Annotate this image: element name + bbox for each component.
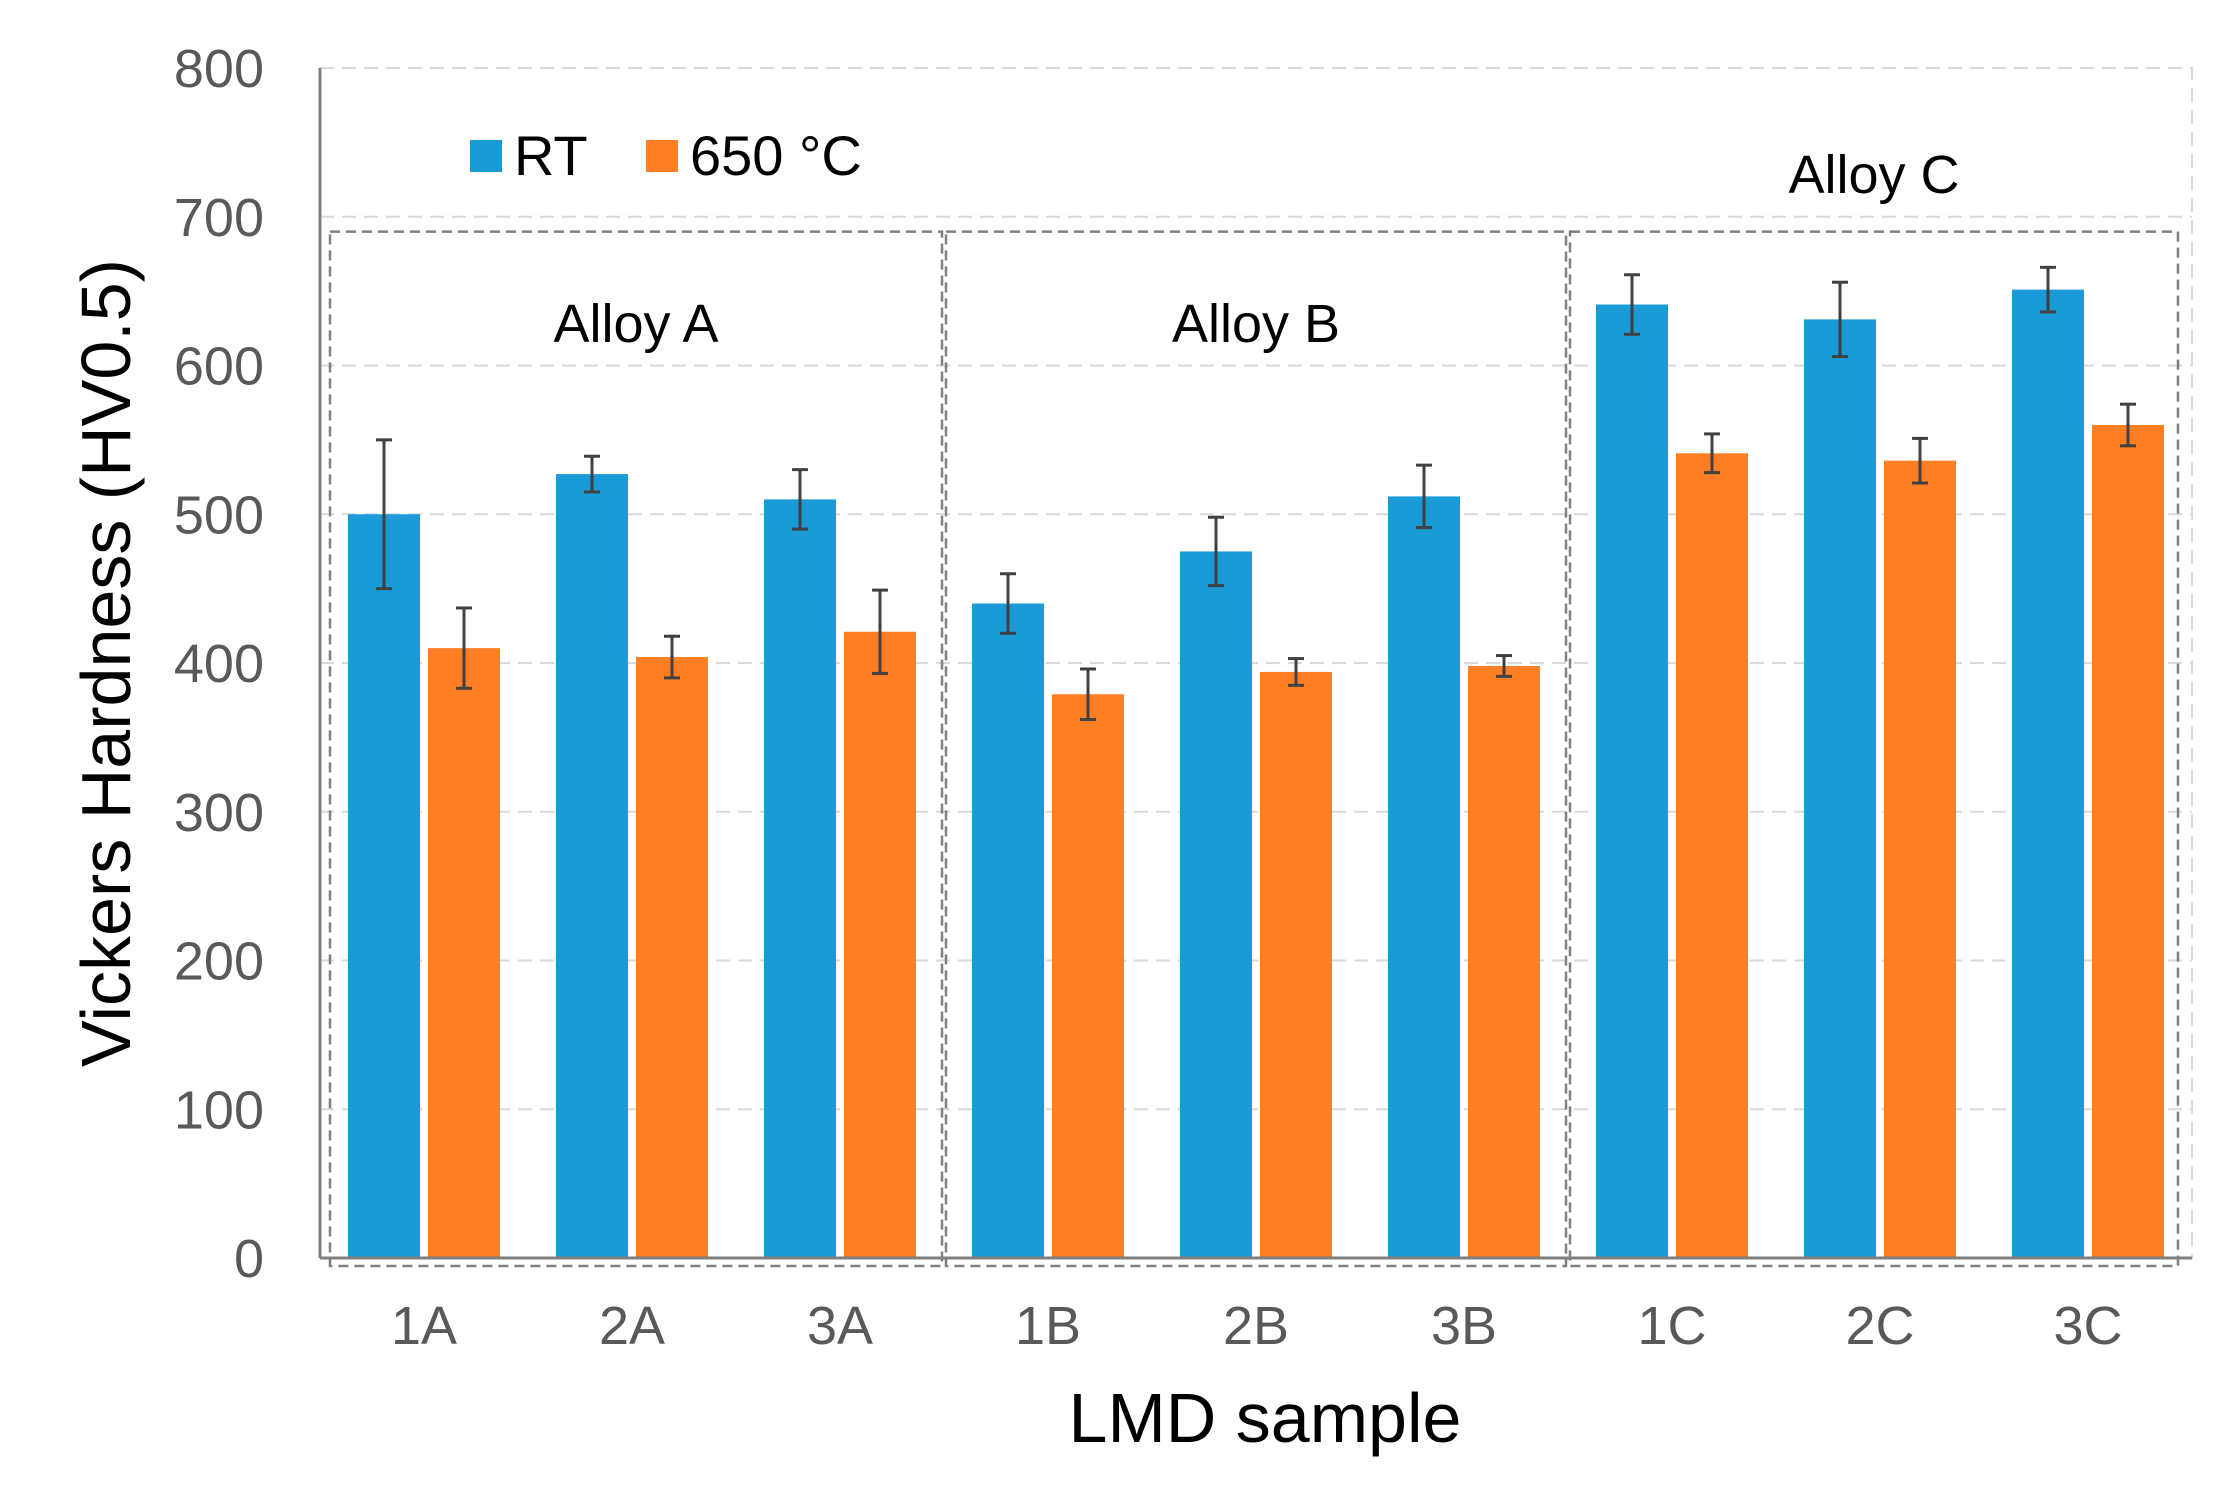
legend: RT 650 °C — [470, 124, 862, 187]
group-label-alloy-b: Alloy B — [1172, 294, 1340, 354]
group-boxes — [328, 230, 2180, 1268]
x-tick-label-2c: 2C — [1845, 1296, 1914, 1356]
group-label-alloy-c: Alloy C — [1788, 145, 1959, 205]
x-tick-label-1c: 1C — [1637, 1296, 1706, 1356]
x-tick-label-3c: 3C — [2053, 1296, 2122, 1356]
bar-650-c-1b — [1052, 694, 1124, 1258]
y-tick-label-400: 400 — [174, 634, 264, 694]
bar-650-c-2c — [1884, 460, 1956, 1258]
legend-swatch-650c — [646, 140, 678, 172]
legend-swatch-rt — [470, 140, 502, 172]
x-tick-label-3b: 3B — [1431, 1296, 1497, 1356]
x-tick-label-1a: 1A — [391, 1296, 457, 1356]
group-labels: Alloy A Alloy B Alloy C — [553, 145, 1959, 354]
bar-650-c-3a — [844, 631, 916, 1258]
y-tick-label-800: 800 — [174, 39, 264, 99]
error-bars — [376, 265, 2136, 722]
bar-rt-2a — [556, 474, 628, 1258]
x-tick-label-2b: 2B — [1223, 1296, 1289, 1356]
x-tick-label-1b: 1B — [1015, 1296, 1081, 1356]
bar-rt-2c — [1804, 319, 1876, 1258]
x-tick-label-2a: 2A — [599, 1296, 665, 1356]
group-label-alloy-a: Alloy A — [553, 294, 718, 354]
bar-rt-1c — [1596, 304, 1668, 1258]
x-tick-labels: 1A 2A 3A 1B 2B 3B 1C 2C 3C — [391, 1296, 2123, 1356]
legend-label-rt: RT — [514, 124, 588, 187]
y-axis-title: Vickers Hardness (HV0.5) — [67, 259, 145, 1067]
y-tick-label-200: 200 — [174, 932, 264, 992]
bar-rt-2b — [1180, 551, 1252, 1258]
y-tick-label-300: 300 — [174, 783, 264, 843]
x-axis-title: LMD sample — [1069, 1379, 1462, 1457]
bar-650-c-3b — [1468, 665, 1540, 1258]
bar-rt-3a — [764, 499, 836, 1258]
bar-650-c-2b — [1260, 671, 1332, 1258]
y-tick-label-100: 100 — [174, 1080, 264, 1140]
y-tick-labels: 0 100 200 300 400 500 600 700 800 — [174, 39, 264, 1289]
x-tick-label-3a: 3A — [807, 1296, 873, 1356]
y-tick-label-700: 700 — [174, 188, 264, 248]
bar-650-c-2a — [636, 657, 708, 1258]
group-box-alloy-a — [328, 230, 944, 1268]
bar-650-c-1a — [428, 648, 500, 1258]
bar-650-c-1c — [1676, 453, 1748, 1258]
group-box-alloy-c — [1568, 230, 2180, 1268]
y-tick-label-0: 0 — [234, 1229, 264, 1289]
group-box-alloy-b — [944, 230, 1568, 1268]
bar-650-c-3c — [2092, 425, 2164, 1258]
bar-rt-3c — [2012, 289, 2084, 1258]
y-tick-label-500: 500 — [174, 485, 264, 545]
y-tick-label-600: 600 — [174, 337, 264, 397]
bar-rt-1a — [348, 514, 420, 1258]
bar-rt-1b — [972, 603, 1044, 1258]
bars — [348, 289, 2164, 1258]
bar-rt-3b — [1388, 496, 1460, 1258]
legend-label-650c: 650 °C — [690, 124, 862, 187]
